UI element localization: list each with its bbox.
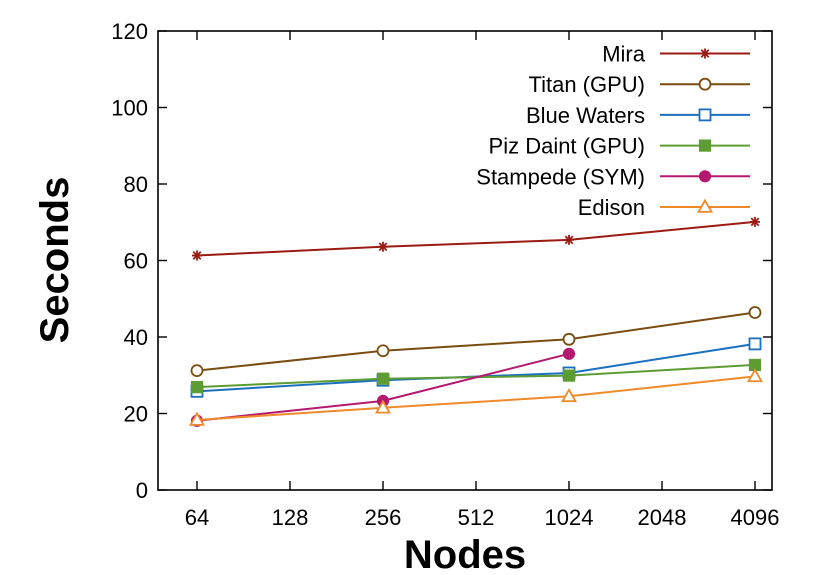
data-point-mira	[564, 234, 574, 245]
data-point-titan-gpu	[748, 306, 762, 319]
data-point-piz-daint-gpu	[190, 381, 204, 394]
series-line-edison	[196, 375, 756, 422]
x-axis: 64 128 256 512 1024 2048 4096	[185, 31, 780, 530]
x-tick-label: 4096	[731, 505, 780, 530]
y-tick-label: 80	[124, 172, 148, 197]
y-tick-label: 120	[111, 19, 148, 44]
y-tick-label: 60	[124, 249, 148, 274]
data-point-mira	[750, 216, 760, 227]
y-tick-label: 20	[124, 402, 148, 427]
x-tick-label: 2048	[638, 505, 687, 530]
series-line-titan-gpu	[196, 311, 756, 372]
data-point-stampede-sym	[562, 347, 576, 360]
y-axis-title: Seconds	[33, 177, 77, 344]
x-tick-label: 64	[185, 505, 209, 530]
data-point-titan-gpu	[190, 364, 204, 378]
series-mira	[192, 216, 760, 261]
data-point-mira	[192, 250, 202, 261]
data-point-edison	[746, 368, 764, 383]
data-point-edison	[374, 399, 392, 414]
y-tick-label: 0	[136, 478, 148, 503]
legend-marker	[698, 170, 712, 183]
legend: Mira Titan (GPU) Blue Waters Piz Daint (GPU…	[476, 42, 750, 220]
data-point-edison	[560, 387, 578, 403]
legend-item-blue-waters: Blue Waters	[526, 103, 750, 128]
legend-marker	[698, 77, 712, 91]
legend-marker	[700, 48, 710, 59]
legend-item-mira: Mira	[602, 42, 750, 67]
series-titan-gpu	[190, 306, 762, 378]
data-point-piz-daint-gpu	[376, 372, 390, 385]
data-point-titan-gpu	[562, 332, 576, 346]
legend-label: Stampede (SYM)	[476, 164, 645, 189]
x-tick-label: 512	[458, 505, 495, 530]
data-point-mira	[378, 241, 388, 252]
legend-label: Blue Waters	[526, 103, 645, 128]
x-tick-label: 128	[272, 505, 309, 530]
legend-item-stampede-sym: Stampede (SYM)	[476, 164, 750, 189]
data-point-titan-gpu	[376, 344, 390, 358]
series-edison	[188, 368, 764, 426]
x-axis-title: Nodes	[404, 533, 526, 575]
legend-label: Mira	[602, 42, 646, 67]
plot-frame	[157, 30, 773, 491]
y-tick-label: 40	[124, 325, 148, 350]
legend-marker	[696, 198, 714, 213]
series-line-mira	[196, 220, 756, 257]
series-layer	[188, 216, 764, 427]
legend-item-edison: Edison	[578, 195, 750, 220]
y-tick-label: 100	[111, 96, 148, 121]
y-axis: 0 20 40 60 80 100 120	[111, 19, 772, 503]
x-tick-label: 256	[365, 505, 402, 530]
legend-label: Titan (GPU)	[528, 72, 645, 97]
series-blue-waters	[190, 337, 762, 398]
legend-marker	[698, 108, 712, 122]
legend-label: Piz Daint (GPU)	[489, 134, 645, 159]
x-tick-label: 1024	[545, 505, 594, 530]
data-point-blue-waters	[748, 337, 762, 351]
legend-item-titan-gpu: Titan (GPU)	[528, 72, 750, 97]
legend-item-piz-daint-gpu: Piz Daint (GPU)	[489, 134, 750, 159]
legend-label: Edison	[578, 195, 645, 220]
data-point-piz-daint-gpu	[562, 369, 576, 382]
legend-marker	[698, 139, 712, 152]
data-point-edison	[188, 411, 206, 426]
